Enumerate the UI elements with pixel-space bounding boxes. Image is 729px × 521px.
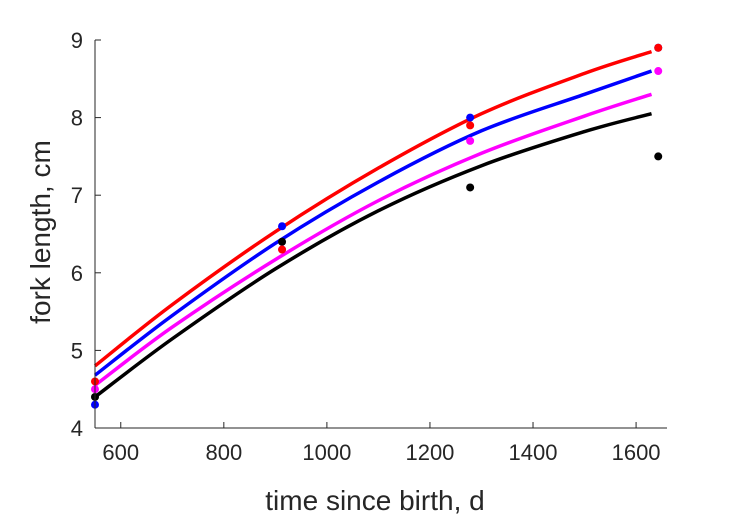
- data-point: [278, 222, 287, 231]
- data-point: [654, 152, 663, 161]
- x-tick-label: 1400: [509, 440, 558, 465]
- data-point: [466, 183, 475, 192]
- data-point: [278, 237, 287, 246]
- y-axis-label: fork length, cm: [25, 140, 56, 324]
- x-tick-label: 1000: [302, 440, 351, 465]
- data-point: [466, 113, 475, 122]
- y-tick-label: 9: [71, 28, 83, 53]
- series-curve: [93, 69, 653, 377]
- y-tick-label: 7: [71, 183, 83, 208]
- data-point: [654, 67, 663, 76]
- y-tick-label: 4: [71, 416, 83, 441]
- y-tick-label: 6: [71, 261, 83, 286]
- series-curve: [93, 112, 652, 399]
- y-tick-label: 5: [71, 338, 83, 363]
- series-curve: [93, 49, 653, 368]
- y-tick-label: 8: [71, 106, 83, 131]
- data-point: [466, 136, 475, 145]
- x-tick-label: 600: [102, 440, 139, 465]
- plot-area: [91, 43, 663, 409]
- x-tick-label: 1600: [612, 440, 661, 465]
- x-tick-label: 1200: [405, 440, 454, 465]
- axes: 600 800 1000 1200 1400 1600 4 5 6 7 8 9: [71, 28, 667, 465]
- data-point: [466, 121, 475, 130]
- data-point: [654, 43, 663, 52]
- x-axis-label: time since birth, d: [265, 485, 484, 516]
- series-curve: [93, 92, 653, 387]
- x-tick-label: 800: [205, 440, 242, 465]
- data-point: [278, 245, 287, 254]
